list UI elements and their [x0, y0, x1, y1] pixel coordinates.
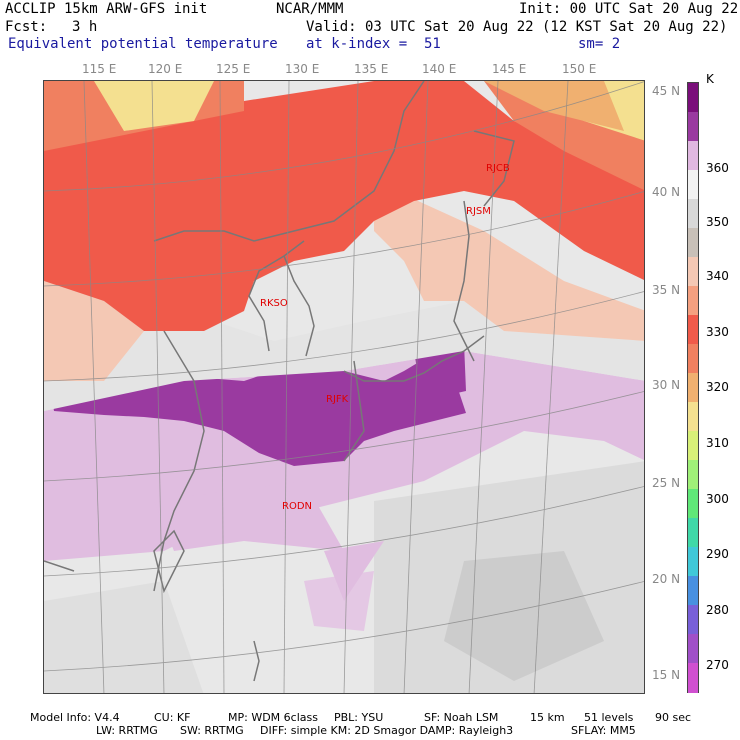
colorbar-unit: K [706, 72, 714, 86]
lat-tick: 15 N [652, 668, 681, 682]
footer-item: 15 km [530, 711, 565, 724]
station-label: RKSO [260, 298, 288, 309]
colorbar-segment [688, 460, 698, 490]
lat-tick: 35 N [652, 283, 681, 297]
lat-tick: 40 N [652, 185, 681, 199]
station-label: RJFK [326, 394, 349, 405]
colorbar-segment [688, 344, 698, 374]
colorbar-segment [688, 315, 698, 345]
colorbar-label: 340 [706, 269, 729, 283]
colorbar-segment [688, 663, 698, 693]
footer-item: SF: Noah LSM [424, 711, 499, 724]
field-name: Equivalent potential temperature [8, 36, 278, 52]
colorbar-label: 310 [706, 436, 729, 450]
colorbar-segment [688, 228, 698, 258]
lon-tick: 135 E [354, 62, 389, 76]
org-label: NCAR/MMM [276, 1, 344, 17]
colorbar-segment [688, 170, 698, 200]
colorbar-segment [688, 112, 698, 142]
colorbar-segment [688, 547, 698, 577]
colorbar-label: 320 [706, 380, 729, 394]
lon-tick: 140 E [422, 62, 457, 76]
level-label: at k-index = 51 [306, 36, 441, 52]
station-label: RJSM [466, 206, 491, 217]
colorbar-label: 290 [706, 547, 729, 561]
colorbar-segment [688, 286, 698, 316]
footer-item: PBL: YSU [334, 711, 384, 724]
colorbar-segment [688, 518, 698, 548]
colorbar-segment [688, 199, 698, 229]
colorbar-segment [688, 83, 698, 113]
colorbar-label: 280 [706, 603, 729, 617]
fcst-value: 3 h [72, 19, 98, 35]
footer-item: 51 levels [584, 711, 634, 724]
footer-item: MP: WDM 6class [228, 711, 318, 724]
colorbar-segment [688, 489, 698, 519]
footer-item: SFLAY: MM5 [571, 724, 636, 737]
colorbar-segment [688, 402, 698, 432]
colorbar-label: 360 [706, 161, 729, 175]
theta-e-field [44, 81, 644, 693]
colorbar-segment [688, 576, 698, 606]
colorbar-segment [688, 634, 698, 664]
colorbar-segment [688, 373, 698, 403]
init-time: Init: 00 UTC Sat 20 Aug 22 [519, 1, 739, 17]
footer-item: CU: KF [154, 711, 191, 724]
valid-time: Valid: 03 UTC Sat 20 Aug 22 (12 KST Sat … [306, 19, 728, 35]
lat-tick: 25 N [652, 476, 681, 490]
lat-tick: 45 N [652, 84, 681, 98]
lon-tick: 130 E [285, 62, 320, 76]
lon-tick: 125 E [216, 62, 251, 76]
colorbar-segment [688, 431, 698, 461]
map-panel: RJCB RJSM RKSO RJFK RODN [43, 80, 645, 694]
footer-item: LW: RRTMG [96, 724, 158, 737]
lon-tick: 115 E [82, 62, 117, 76]
footer-item: SW: RRTMG [180, 724, 244, 737]
lon-tick: 150 E [562, 62, 597, 76]
footer-item: 90 sec [655, 711, 692, 724]
lon-tick: 120 E [148, 62, 183, 76]
station-label: RJCB [486, 163, 510, 174]
lat-tick: 20 N [652, 572, 681, 586]
station-label: RODN [282, 501, 312, 512]
colorbar-segment [688, 141, 698, 171]
colorbar-label: 300 [706, 492, 729, 506]
footer-item: DIFF: simple KM: 2D Smagor DAMP: Rayleig… [260, 724, 514, 737]
lat-tick: 30 N [652, 378, 681, 392]
smooth-label: sm= 2 [578, 36, 621, 52]
model-title: ACCLIP 15km ARW-GFS init [5, 1, 208, 17]
colorbar-label: 350 [706, 215, 729, 229]
footer-item: Model Info: V4.4 [30, 711, 120, 724]
colorbar [687, 82, 699, 693]
colorbar-segment [688, 257, 698, 287]
fcst-label: Fcst: [5, 19, 48, 35]
colorbar-label: 270 [706, 658, 729, 672]
colorbar-label: 330 [706, 325, 729, 339]
colorbar-segment [688, 605, 698, 635]
lon-tick: 145 E [492, 62, 527, 76]
